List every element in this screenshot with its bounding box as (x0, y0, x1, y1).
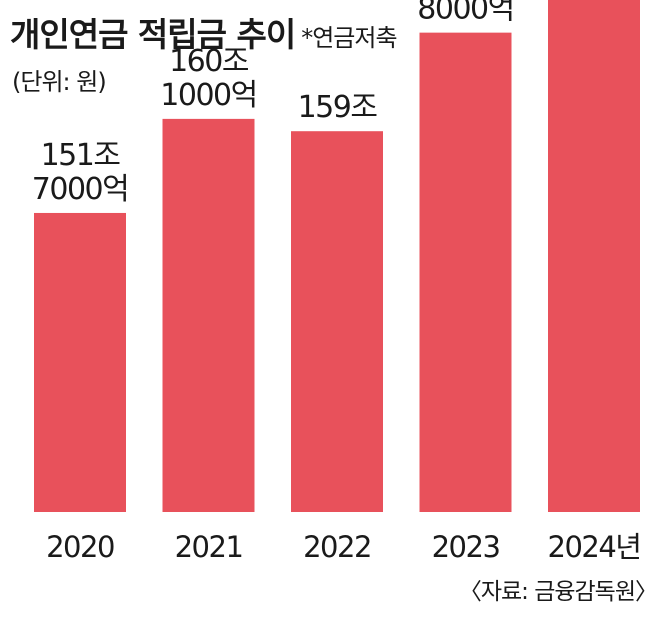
chart-note: *연금저축 (301, 24, 397, 52)
bar-2023 (419, 32, 512, 512)
data-label-2022-0: 159조 (298, 90, 378, 125)
x-tick-label-2023: 2023 (432, 530, 500, 564)
data-label-2020-1: 7000억 (32, 172, 128, 207)
x-tick-label-2024년: 2024년 (548, 530, 641, 564)
bar-2022 (291, 131, 383, 512)
data-label-2020-0: 151조 (41, 138, 121, 173)
bar-2020 (34, 212, 126, 512)
source-note: 〈자료: 금융감독원〉 (458, 579, 658, 605)
x-tick-label-2022: 2022 (303, 530, 371, 564)
x-tick-label-2021: 2021 (175, 530, 243, 564)
bar-2021 (162, 118, 255, 512)
chart-title: 개인연금 적립금 추이 (10, 15, 296, 54)
unit-label: (단위: 원) (12, 68, 107, 96)
data-label-2023-1: 8000억 (417, 0, 513, 27)
x-tick-label-2020: 2020 (46, 530, 114, 564)
title-row: 개인연금 적립금 추이 *연금저축 (10, 8, 398, 56)
bar-2024년 (548, 0, 640, 513)
data-label-2021-1: 1000억 (160, 78, 256, 113)
data-label-2021-0: 160조 (169, 44, 249, 79)
